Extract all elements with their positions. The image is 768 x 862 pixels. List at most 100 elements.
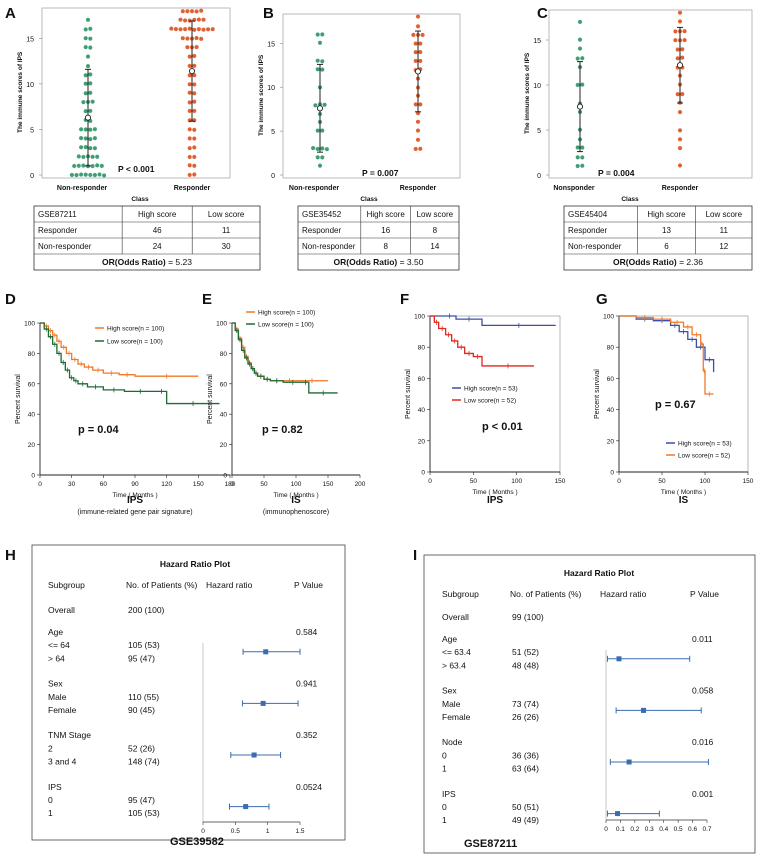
y-tick-label: 40 [607, 407, 615, 414]
y-tick-label: 40 [418, 407, 426, 414]
row-p-value: 0.016 [692, 737, 714, 747]
odds-ratio-label: OR(Odds Ratio) [334, 257, 398, 267]
data-point [191, 172, 197, 177]
data-point [83, 72, 89, 78]
data-point [76, 154, 82, 159]
odds-ratio-row: OR(Odds Ratio) = 5.23 [102, 257, 192, 267]
x-tick-label: 0 [604, 826, 608, 833]
data-point [677, 137, 683, 142]
table-header-cell: High score [647, 210, 686, 219]
bottom-label: IPS [127, 495, 143, 506]
data-point [187, 108, 193, 114]
row-patients: 110 (55) [128, 692, 159, 702]
row-patients: 73 (74) [512, 699, 539, 709]
header-subgroup: Subgroup [48, 580, 85, 590]
data-point [319, 58, 325, 64]
y-tick-label: 0 [421, 470, 425, 477]
x-tick-label: 150 [193, 481, 204, 488]
x-category-label: Responder [174, 185, 211, 192]
header-hazard-ratio: Hazard ratio [206, 580, 253, 590]
data-point [185, 36, 190, 41]
row-patients: 95 (47) [128, 653, 155, 663]
row-label: 1 [442, 815, 447, 825]
legend-label: Low score(n = 100) [107, 339, 163, 346]
data-point [187, 26, 193, 32]
data-point [90, 154, 95, 160]
x-tick-label: 0 [38, 481, 42, 488]
y-tick-label: 40 [220, 412, 228, 419]
hr-point [260, 700, 266, 706]
row-p-value: 0.058 [692, 686, 714, 696]
x-axis-label: Class [131, 196, 149, 203]
data-point [575, 82, 581, 88]
hr-point [243, 804, 249, 810]
p-value-annotation: p = 0.82 [262, 424, 303, 436]
data-point [679, 55, 685, 60]
data-point [413, 102, 419, 107]
x-axis-label: Time ( Months ) [273, 492, 318, 499]
survival-curve-low [40, 322, 220, 405]
data-point [675, 55, 681, 61]
legend-label: High score(n = 100) [258, 310, 315, 317]
row-label: Male [442, 699, 461, 709]
plot-frame [41, 7, 231, 179]
data-point [210, 26, 216, 32]
data-point [78, 126, 84, 132]
data-point [76, 163, 82, 169]
data-point [87, 145, 93, 151]
data-point [187, 136, 193, 141]
data-point [185, 44, 190, 50]
y-tick-label: 80 [418, 345, 426, 352]
data-point [575, 145, 581, 150]
row-patients: 26 (26) [512, 712, 539, 722]
p-value-annotation: p = 0.04 [78, 424, 120, 436]
forest-title: Hazard Ratio Plot [564, 568, 635, 578]
data-point [579, 155, 585, 160]
row-patients: 105 (53) [128, 808, 160, 818]
y-tick-label: 0 [30, 173, 34, 180]
data-point [187, 162, 193, 168]
data-point [579, 145, 585, 150]
data-point [319, 155, 325, 160]
data-point [78, 135, 84, 141]
y-tick-label: 15 [533, 38, 541, 45]
data-point [415, 14, 421, 19]
data-point [99, 163, 105, 169]
data-point [191, 99, 197, 105]
y-tick-label: 20 [418, 438, 426, 445]
x-tick-label: 0 [230, 481, 234, 488]
legend-label: Low score(n = 52) [464, 398, 516, 405]
data-point [173, 26, 179, 32]
data-point [83, 35, 89, 41]
row-patients: 50 (51) [512, 802, 539, 812]
row-label: <= 63.4 [442, 647, 471, 657]
data-point [679, 91, 685, 97]
table-header-cell: GSE87211 [38, 210, 77, 219]
data-point [81, 154, 86, 160]
data-point [187, 172, 193, 178]
y-tick-label: 15 [267, 41, 275, 48]
row-patients: 52 (26) [128, 743, 155, 753]
y-tick-label: 20 [220, 442, 228, 449]
panel-letter-h: H [5, 547, 16, 564]
x-tick-label: 120 [161, 481, 172, 488]
hr-point [626, 759, 632, 765]
y-axis-label: The immune scores of IPS [258, 54, 265, 136]
data-point [677, 163, 683, 168]
x-tick-label: 50 [470, 478, 478, 485]
header-p-value: P Value [690, 589, 719, 599]
y-axis-label: Percent survival [15, 374, 22, 424]
y-axis-label: Percent survival [594, 369, 601, 419]
panel-letter-a: A [5, 5, 16, 22]
data-point [81, 163, 86, 168]
data-point [319, 67, 325, 72]
data-point [315, 155, 321, 160]
table-header-cell: High score [367, 210, 406, 219]
data-point [187, 154, 193, 160]
data-point [579, 163, 585, 169]
row-patients: 90 (45) [128, 705, 155, 715]
x-axis-label: Time ( Months ) [661, 489, 706, 496]
odds-ratio-value: = 5.23 [166, 257, 193, 267]
x-tick-label: 0.7 [702, 826, 711, 833]
